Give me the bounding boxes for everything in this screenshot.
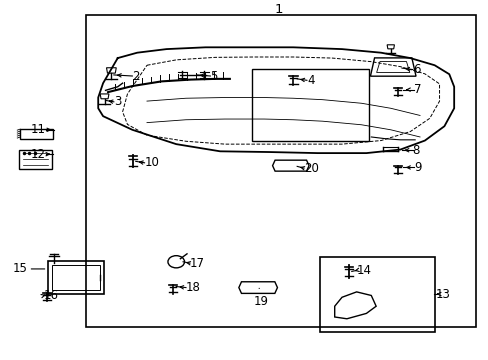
- Bar: [320, 257, 434, 332]
- Text: 10: 10: [144, 156, 159, 169]
- Text: 12: 12: [30, 148, 45, 161]
- Text: 11: 11: [30, 123, 45, 136]
- Bar: [19, 150, 52, 168]
- Text: 15: 15: [13, 262, 28, 275]
- Text: 18: 18: [185, 281, 201, 294]
- Text: 20: 20: [304, 162, 318, 175]
- Text: 4: 4: [306, 74, 314, 87]
- Text: 6: 6: [412, 63, 419, 76]
- Bar: [48, 261, 104, 294]
- Bar: [52, 265, 100, 290]
- Bar: [251, 69, 368, 140]
- Text: 19: 19: [254, 296, 268, 309]
- Text: 13: 13: [435, 288, 449, 301]
- Text: 9: 9: [413, 161, 421, 174]
- Text: 17: 17: [189, 257, 204, 270]
- Text: 5: 5: [210, 69, 217, 82]
- Text: 8: 8: [412, 144, 419, 157]
- Text: 16: 16: [43, 289, 59, 302]
- Text: 2: 2: [132, 69, 140, 82]
- Bar: [86, 15, 475, 327]
- Text: 1: 1: [274, 3, 282, 16]
- Text: 7: 7: [413, 83, 421, 96]
- Text: 3: 3: [114, 95, 121, 108]
- Text: 14: 14: [356, 264, 371, 277]
- Bar: [20, 129, 53, 139]
